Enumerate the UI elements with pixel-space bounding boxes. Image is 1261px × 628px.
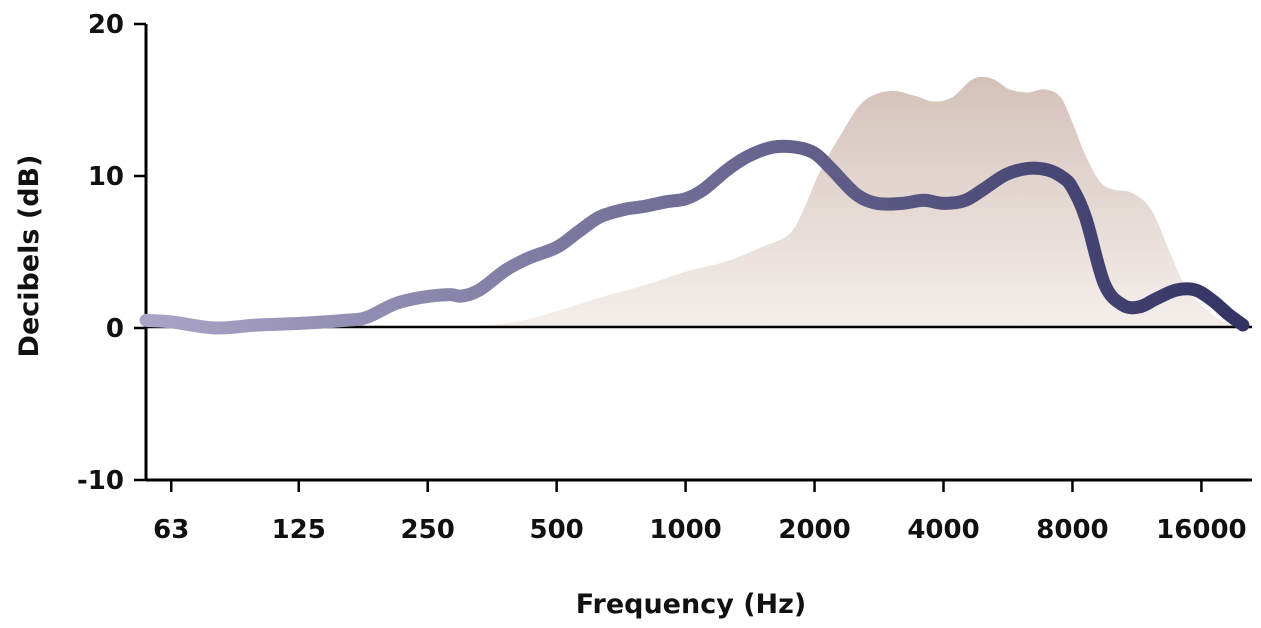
x-axis-title: Frequency (Hz) <box>576 589 806 620</box>
area-series <box>448 76 1243 328</box>
line-series <box>139 139 1250 335</box>
x-tick-label: 2000 <box>778 515 850 545</box>
y-axis-title: Decibels (dB) <box>14 155 45 358</box>
y-tick-label: 10 <box>88 162 124 192</box>
y-tick-label: 0 <box>106 314 124 344</box>
x-tick-label: 125 <box>272 515 326 545</box>
x-tick-label: 63 <box>153 515 189 545</box>
y-tick-label: 20 <box>88 10 124 40</box>
y-tick-label: -10 <box>77 466 124 496</box>
plot-area <box>139 24 1252 482</box>
y-ticks: -10 0 10 20 <box>77 10 146 496</box>
x-tick-label: 16000 <box>1156 515 1246 545</box>
x-ticks: 63 125 250 500 1000 2000 4000 8000 16000 <box>153 480 1247 545</box>
x-tick-label: 4000 <box>907 515 979 545</box>
x-tick-label: 8000 <box>1036 515 1108 545</box>
x-tick-label: 1000 <box>649 515 721 545</box>
x-tick-label: 250 <box>401 515 455 545</box>
x-tick-label: 500 <box>530 515 584 545</box>
